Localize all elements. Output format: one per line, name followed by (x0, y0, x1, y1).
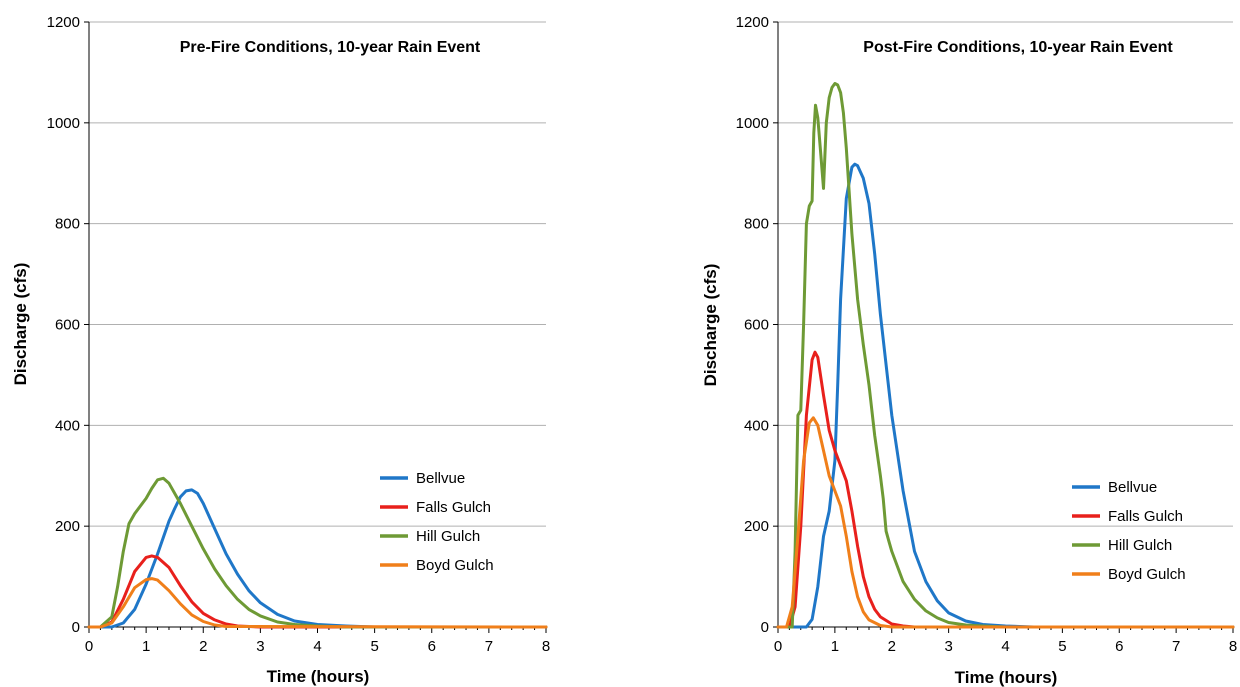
legend-label: Hill Gulch (1108, 537, 1172, 554)
legend-label: Falls Gulch (1108, 508, 1183, 525)
series-line-boyd-gulch (87, 577, 548, 629)
series-line-hill-gulch (87, 476, 548, 629)
legend-label: Boyd Gulch (416, 557, 494, 574)
x-tick-label: 6 (428, 638, 436, 655)
x-tick-label: 0 (85, 638, 93, 655)
y-tick-label: 800 (55, 216, 80, 233)
x-tick-label: 8 (542, 638, 550, 655)
series-line-hill-gulch (776, 82, 1235, 629)
chart-2: 0 200 400 600 800 1000 1200 0 1 2 3 4 5 6 7 8 Post-Fire … (701, 14, 1237, 687)
x-tick-label: 0 (774, 638, 782, 655)
x-tick-label: 2 (888, 638, 896, 655)
chart-title: Pre-Fire Conditions, 10-year Rain Event (180, 39, 481, 56)
y-tick-label: 800 (744, 216, 769, 233)
x-tick-label: 7 (485, 638, 493, 655)
x-tick-label: 1 (142, 638, 150, 655)
y-tick-label: 600 (55, 317, 80, 334)
x-tick-label: 3 (256, 638, 264, 655)
series-line-boyd-gulch (776, 416, 1235, 629)
y-tick-label: 200 (55, 518, 80, 535)
x-axis-title: Time (hours) (267, 667, 370, 686)
x-tick-label: 2 (199, 638, 207, 655)
y-tick-label: 400 (744, 417, 769, 434)
series-line-falls-gulch (87, 554, 548, 629)
y-tick-label: 1000 (736, 115, 769, 132)
x-tick-label: 1 (831, 638, 839, 655)
y-axis-title: Discharge (cfs) (11, 263, 30, 386)
series-line-bellvue (776, 162, 1235, 629)
chart-title: Post-Fire Conditions, 10-year Rain Event (863, 39, 1173, 56)
y-tick-label: 200 (744, 518, 769, 535)
legend-label: Bellvue (416, 470, 465, 487)
y-tick-label: 1200 (47, 14, 80, 31)
series-line-falls-gulch (776, 350, 1235, 629)
x-tick-label: 3 (944, 638, 952, 655)
legend-label: Bellvue (1108, 479, 1157, 496)
x-tick-label: 7 (1172, 638, 1180, 655)
y-tick-label: 0 (72, 619, 80, 636)
x-tick-label: 5 (370, 638, 378, 655)
x-tick-label: 8 (1229, 638, 1237, 655)
y-tick-label: 600 (744, 317, 769, 334)
chart-1: 0 200 400 600 800 1000 1200 0 1 2 3 4 5 6 7 8 Pre-Fire C… (11, 14, 550, 686)
legend-label: Hill Gulch (416, 528, 480, 545)
y-tick-label: 1000 (47, 115, 80, 132)
y-tick-label: 0 (761, 619, 769, 636)
legend-label: Boyd Gulch (1108, 566, 1186, 583)
x-axis-title: Time (hours) (955, 668, 1058, 687)
y-tick-label: 400 (55, 417, 80, 434)
y-tick-label: 1200 (736, 14, 769, 31)
x-tick-label: 4 (1001, 638, 1009, 655)
x-tick-label: 4 (313, 638, 321, 655)
x-tick-label: 6 (1115, 638, 1123, 655)
y-axis-title: Discharge (cfs) (701, 264, 720, 387)
x-tick-label: 5 (1058, 638, 1066, 655)
legend-label: Falls Gulch (416, 499, 491, 516)
